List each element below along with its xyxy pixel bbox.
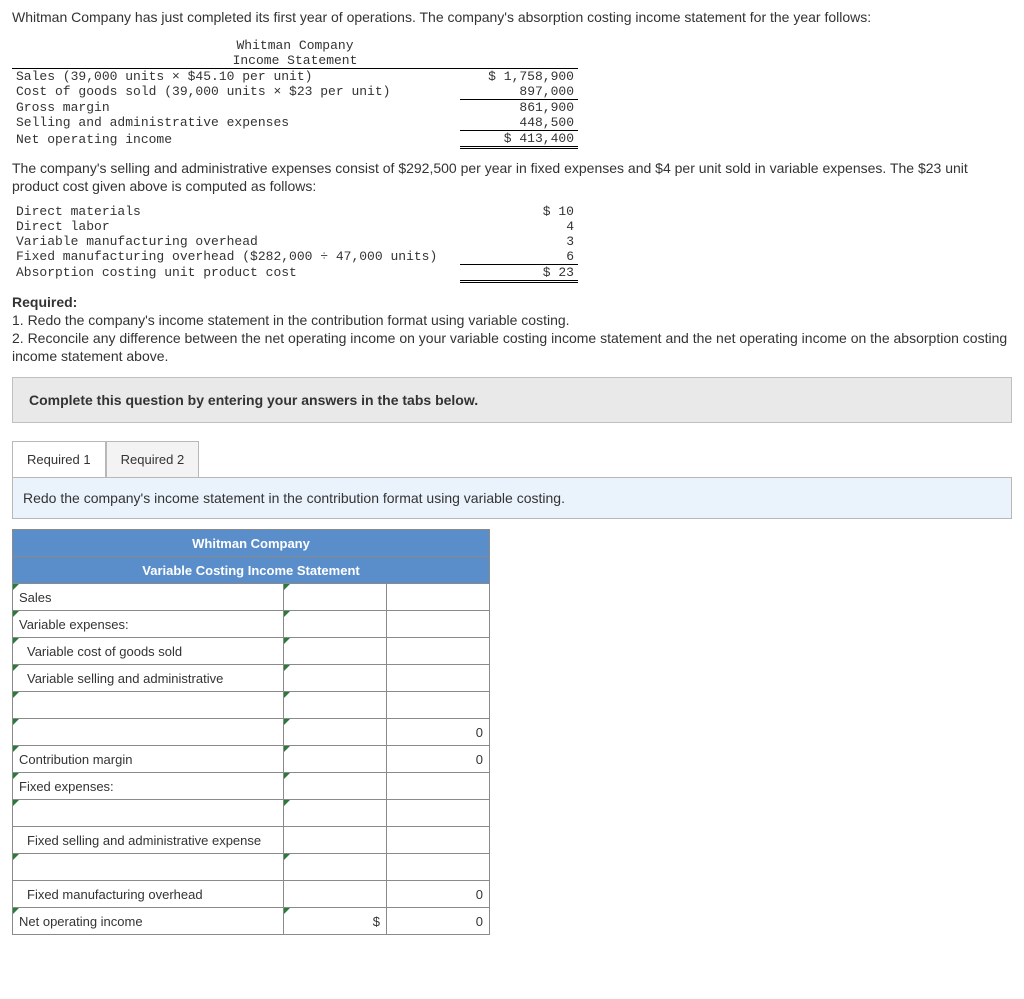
uc-row-value: 4 [460,219,578,234]
answer-row-input-2[interactable] [387,827,490,854]
is-row-label: Cost of goods sold (39,000 units × $23 p… [12,84,460,100]
answer-row-input-2[interactable] [387,692,490,719]
unit-cost-table: Direct materials$ 10 Direct labor4 Varia… [12,204,578,283]
is-row-value: 448,500 [460,115,578,131]
answer-row-input-2[interactable]: 0 [387,881,490,908]
uc-row-label: Direct materials [12,204,460,219]
answer-row-label[interactable]: Variable selling and administrative [13,665,284,692]
answer-row-input-2[interactable] [387,773,490,800]
answer-title-1: Whitman Company [13,530,490,557]
answer-row-input-1[interactable] [284,800,387,827]
answer-row-label[interactable]: Contribution margin [13,746,284,773]
instruction-bar: Complete this question by entering your … [12,377,1012,423]
income-statement-table: Whitman Company Income Statement Sales (… [12,38,578,149]
answer-row-label[interactable] [13,719,284,746]
required-item-2: 2. Reconcile any difference between the … [12,329,1012,365]
answer-row-input-1[interactable] [284,584,387,611]
answer-row-label[interactable] [13,854,284,881]
is-row-value: 861,900 [460,100,578,116]
uc-row-label: Variable manufacturing overhead [12,234,460,249]
answer-row-input-1[interactable] [284,881,387,908]
answer-row-input-1[interactable] [284,854,387,881]
is-header1: Whitman Company [12,38,578,53]
is-row-value: $ 413,400 [460,131,578,148]
uc-row-label: Direct labor [12,219,460,234]
answer-row-input-1[interactable] [284,638,387,665]
answer-row-label[interactable] [13,692,284,719]
middle-paragraph: The company's selling and administrative… [12,159,1012,195]
answer-row-input-2[interactable]: 0 [387,908,490,935]
answer-row-input-2[interactable] [387,665,490,692]
tab1-instruction: Redo the company's income statement in t… [23,490,565,506]
answer-row-input-1[interactable] [284,692,387,719]
answer-row-input-2[interactable] [387,638,490,665]
is-row-label: Sales (39,000 units × $45.10 per unit) [12,69,460,85]
answer-row-label[interactable]: Net operating income [13,908,284,935]
answer-row-input-1[interactable] [284,827,387,854]
answer-row-input-1[interactable] [284,611,387,638]
answer-row-input-2[interactable]: 0 [387,719,490,746]
answer-title-2: Variable Costing Income Statement [13,557,490,584]
is-row-label: Selling and administrative expenses [12,115,460,131]
uc-row-value: $ 10 [460,204,578,219]
answer-row-label: Fixed manufacturing overhead [13,881,284,908]
answer-row-input-1[interactable] [284,773,387,800]
answer-row-input-2[interactable] [387,800,490,827]
is-row-label: Gross margin [12,100,460,116]
answer-row-input-2[interactable] [387,584,490,611]
answer-row-label[interactable]: Sales [13,584,284,611]
answer-row-label: Fixed selling and administrative expense [13,827,284,854]
is-row-value: 897,000 [460,84,578,100]
tabs: Required 1 Required 2 [12,441,1012,477]
answer-row-input-1[interactable]: $ [284,908,387,935]
answer-row-input-1[interactable] [284,746,387,773]
answer-row-input-2[interactable]: 0 [387,746,490,773]
answer-row-label[interactable] [13,800,284,827]
answer-row-label[interactable]: Variable cost of goods sold [13,638,284,665]
required-item-1: 1. Redo the company's income statement i… [12,311,1012,329]
uc-row-label: Fixed manufacturing overhead ($282,000 ÷… [12,249,460,265]
answer-row-input-2[interactable] [387,854,490,881]
tab-required-1[interactable]: Required 1 [12,441,106,477]
answer-row-input-1[interactable] [284,665,387,692]
uc-row-value: 3 [460,234,578,249]
is-row-value: $ 1,758,900 [460,69,578,85]
tab-required-2[interactable]: Required 2 [106,441,200,477]
is-row-label: Net operating income [12,131,460,148]
answer-row-label[interactable]: Fixed expenses: [13,773,284,800]
uc-row-label: Absorption costing unit product cost [12,264,460,281]
answer-row-input-2[interactable] [387,611,490,638]
answer-row-input-1[interactable] [284,719,387,746]
uc-row-value: $ 23 [460,264,578,281]
intro-paragraph: Whitman Company has just completed its f… [12,8,1012,26]
answer-table: Whitman Company Variable Costing Income … [12,529,490,935]
required-heading: Required: [12,293,1012,311]
tab-pane-required-1: Redo the company's income statement in t… [12,477,1012,519]
is-header2: Income Statement [12,53,578,69]
answer-row-label[interactable]: Variable expenses: [13,611,284,638]
uc-row-value: 6 [460,249,578,265]
